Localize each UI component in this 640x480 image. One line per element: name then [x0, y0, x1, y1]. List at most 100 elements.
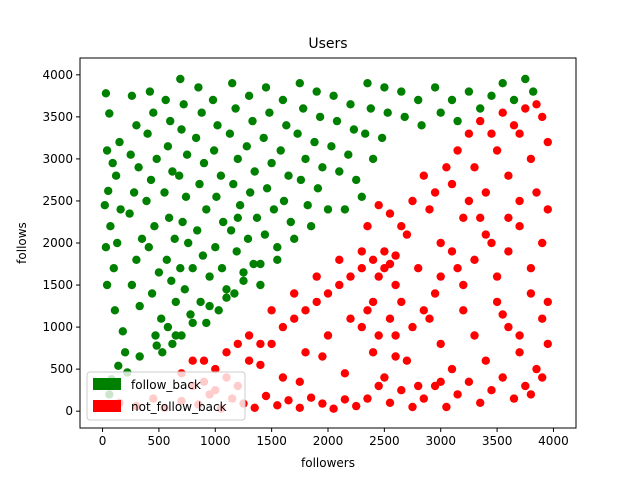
data-point	[194, 83, 203, 92]
data-point	[492, 297, 502, 307]
data-point	[267, 158, 276, 168]
y-tick-label: 500	[50, 362, 73, 376]
data-point	[543, 205, 552, 214]
data-point	[538, 238, 547, 248]
series-follow-back	[100, 74, 538, 399]
data-point	[306, 393, 316, 402]
data-point	[492, 146, 502, 155]
data-point	[127, 91, 137, 101]
data-point	[231, 104, 240, 113]
data-point	[202, 205, 211, 214]
data-point	[515, 222, 524, 231]
data-point	[312, 272, 321, 281]
data-point	[515, 196, 524, 206]
data-point	[363, 79, 372, 88]
data-point	[391, 352, 400, 361]
data-point	[301, 154, 310, 164]
data-point	[408, 196, 417, 206]
data-point	[374, 381, 383, 391]
data-point	[104, 186, 113, 196]
data-point	[329, 404, 338, 413]
y-tick-label: 0	[65, 404, 73, 418]
data-point	[293, 129, 302, 138]
data-point	[109, 264, 119, 273]
data-point	[310, 137, 319, 147]
data-point	[233, 154, 242, 164]
data-point	[265, 108, 274, 117]
data-point	[233, 339, 242, 349]
data-point	[217, 264, 227, 273]
data-point	[515, 331, 524, 340]
data-point	[179, 100, 188, 109]
data-point	[146, 175, 156, 185]
x-tick-label: 500	[147, 434, 170, 448]
data-point	[487, 129, 496, 138]
data-point	[357, 322, 366, 332]
legend: follow_back not_follow_back	[86, 371, 246, 421]
data-point	[368, 255, 378, 264]
data-point	[127, 280, 137, 290]
data-point	[198, 251, 208, 260]
y-tick-label: 1000	[42, 320, 73, 334]
x-tick-label: 2500	[369, 434, 400, 448]
data-point	[318, 399, 327, 408]
data-point	[284, 171, 293, 180]
data-point	[101, 89, 111, 98]
data-point	[143, 129, 152, 138]
data-point	[436, 272, 445, 281]
data-point	[391, 280, 400, 290]
data-point	[106, 222, 115, 231]
data-point	[447, 364, 457, 374]
data-point	[113, 238, 122, 248]
data-point	[332, 116, 342, 126]
data-point	[340, 369, 350, 378]
data-point	[487, 91, 496, 101]
data-point	[318, 163, 327, 172]
data-point	[290, 234, 299, 243]
data-point	[178, 217, 187, 227]
data-point	[521, 381, 530, 391]
data-point	[267, 339, 276, 349]
data-point	[430, 289, 440, 298]
x-tick-label: 3000	[425, 434, 456, 448]
data-point	[391, 331, 400, 340]
y-tick-label: 2000	[42, 236, 73, 250]
data-point	[526, 264, 536, 273]
legend-label-follow-back: follow_back	[131, 378, 201, 392]
data-point	[286, 217, 295, 227]
data-point	[532, 364, 541, 374]
x-tick-label: 4000	[538, 434, 569, 448]
data-point	[447, 95, 457, 105]
data-point	[538, 373, 547, 382]
data-point	[279, 196, 289, 206]
data-point	[118, 327, 128, 336]
data-point	[301, 306, 310, 315]
data-point	[453, 146, 462, 155]
data-point	[246, 188, 255, 197]
data-point	[142, 196, 151, 206]
data-point	[453, 264, 462, 273]
data-point	[212, 192, 221, 201]
data-point	[464, 377, 474, 386]
legend-swatch-not-follow-back	[93, 400, 121, 412]
data-point	[408, 322, 417, 332]
data-point	[400, 112, 409, 122]
data-point	[380, 83, 389, 92]
data-point	[171, 297, 180, 307]
data-point	[425, 205, 434, 214]
data-point	[152, 341, 161, 350]
data-point	[543, 297, 552, 307]
data-point	[515, 129, 524, 138]
data-point	[260, 230, 270, 239]
data-point	[167, 276, 176, 285]
data-point	[312, 297, 321, 307]
data-point	[102, 280, 112, 290]
data-point	[521, 104, 530, 113]
data-point	[397, 297, 406, 307]
data-point	[168, 339, 177, 349]
data-point	[504, 322, 513, 332]
data-point	[476, 213, 485, 222]
data-point	[481, 188, 490, 197]
data-point	[110, 306, 120, 315]
data-point	[114, 361, 123, 370]
